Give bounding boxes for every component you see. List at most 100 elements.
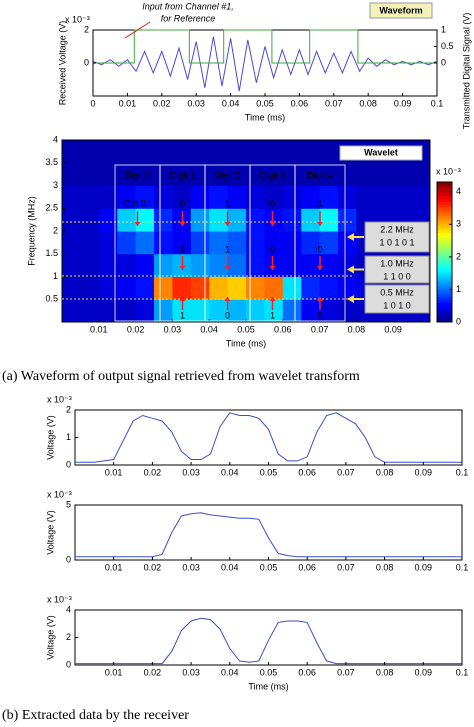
bit-label: 0 (317, 244, 322, 254)
arrow-head (134, 222, 141, 226)
heat-cell (282, 231, 302, 255)
x-tick-label: 0.02 (144, 562, 162, 572)
heat-cell (154, 299, 173, 323)
heat-cell (356, 162, 376, 186)
colorbar-step (437, 260, 452, 264)
arrow-head (179, 222, 186, 226)
heat-cell (227, 162, 247, 186)
y-tick-label: 0 (66, 554, 71, 564)
colorbar-step (437, 198, 452, 203)
x-tick-label: 0.07 (337, 467, 355, 477)
plot-area (74, 609, 463, 666)
heat-cell (98, 185, 118, 209)
heat-cell (190, 231, 210, 255)
heat-cell (154, 253, 173, 277)
heat-cell (301, 253, 321, 277)
colorbar-step (437, 288, 452, 292)
x-tick-label: 0.1 (431, 98, 444, 108)
colorbar-label: 4 (456, 186, 461, 196)
heat-cell (172, 299, 192, 323)
digit-label: Digit 3 (260, 170, 286, 180)
x-tick-label: 0.04 (221, 562, 239, 572)
x-axis-label: Time (ms) (245, 112, 285, 122)
x-tick-label: 0.01 (105, 562, 123, 572)
band-label: 2.2 MHz (380, 224, 414, 234)
heat-cell (135, 231, 155, 255)
heat-cell (62, 162, 81, 186)
heat-cell (282, 299, 302, 323)
digit-label: Digit 2 (215, 170, 241, 180)
colorbar-step (437, 221, 452, 225)
heat-cell (338, 299, 357, 323)
bit-label: Ctrl.Bit (124, 198, 151, 208)
colorbar-step (437, 302, 452, 306)
colorbar-step (437, 294, 452, 298)
heat-cell (374, 185, 394, 209)
heat-cell (209, 276, 229, 300)
band-arrow-head (347, 233, 354, 241)
heat-cell (319, 253, 339, 277)
arrow-head (269, 266, 276, 270)
heat-cell (98, 299, 118, 323)
heat-cell (172, 140, 192, 164)
y-tick-label: 0 (84, 57, 89, 67)
heat-cell (135, 253, 155, 277)
x-tick-label: 0.02 (144, 667, 162, 677)
heat-cell (338, 208, 357, 232)
heat-cell (264, 299, 284, 323)
x-tick-label: 0.03 (164, 324, 182, 334)
heat-cell (282, 162, 302, 186)
heat-cell (135, 162, 155, 186)
x-tick-label: 0.02 (153, 98, 171, 108)
colorbar-step (437, 310, 452, 315)
digit-label: Digit 0 (125, 170, 151, 180)
heat-cell (135, 185, 155, 209)
scale-label: x 10⁻³ (436, 166, 461, 176)
heat-cell (338, 185, 357, 209)
y-tick-label: 1.5 (45, 248, 58, 258)
heat-cell (264, 140, 284, 164)
waveform-line (92, 36, 438, 92)
heat-cell (319, 185, 339, 209)
x-tick-label: 0.02 (144, 467, 162, 477)
x-tick-label: 0.05 (260, 562, 278, 572)
x-tick-label: 0.03 (187, 98, 205, 108)
heat-cell (338, 276, 357, 300)
x-axis-label: Time (ms) (248, 681, 288, 691)
x-tick-label: 0.06 (298, 467, 316, 477)
heat-cell (301, 185, 321, 209)
y-tick-label: 4 (66, 604, 71, 614)
heat-cell (209, 299, 229, 323)
panel-label: Waveform (379, 5, 422, 15)
colorbar-step (437, 240, 452, 245)
colorbar-label: 0 (456, 316, 461, 326)
heat-cell (135, 208, 155, 232)
x-tick-label: 0.08 (359, 98, 377, 108)
y-tick-label: 2 (66, 632, 71, 642)
x-tick-label: 0.01 (105, 467, 123, 477)
heat-cell (117, 276, 137, 300)
heat-cell (154, 208, 173, 232)
colorbar-step (437, 238, 452, 242)
heat-cell (246, 276, 265, 300)
heat-cell (411, 185, 431, 209)
y-tick-label: 5 (66, 499, 71, 509)
x-tick-label: 0.04 (200, 324, 218, 334)
x-tick-label: 0.04 (222, 98, 240, 108)
colorbar-step (437, 229, 452, 233)
heat-cell (264, 185, 284, 209)
x-tick-label: 0.05 (260, 667, 278, 677)
data-line (75, 512, 462, 558)
heat-cell (227, 208, 247, 232)
colorbar-step (437, 226, 452, 231)
bit-label: 0 (180, 198, 185, 208)
heat-cell (80, 299, 100, 323)
y-tick-label: 1 (53, 271, 58, 281)
x-tick-label: 0.03 (182, 467, 200, 477)
heat-cell (301, 140, 321, 164)
heat-cell (227, 299, 247, 323)
colorbar-step (437, 296, 452, 301)
y-tick-label: 3.5 (45, 157, 58, 167)
x-tick-label: 0.08 (376, 467, 394, 477)
x-tick-label: 0.1 (456, 562, 469, 572)
